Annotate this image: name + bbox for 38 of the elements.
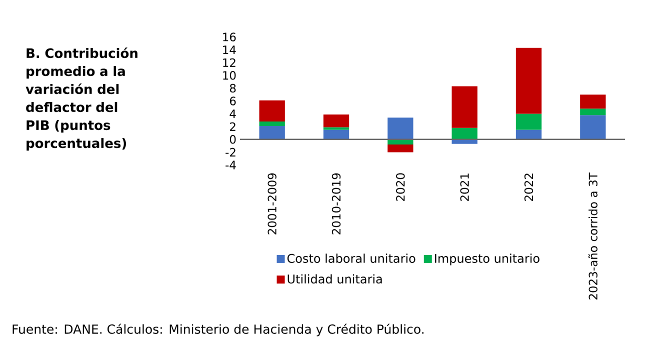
legend-label: Utilidad unitaria bbox=[288, 274, 382, 284]
x-tick-label: 2023-año corrido a 3T bbox=[588, 172, 598, 300]
y-tick-label: 4 bbox=[230, 110, 236, 118]
y-tick-label: 8 bbox=[230, 84, 236, 93]
bar bbox=[259, 100, 285, 122]
bar bbox=[516, 130, 542, 140]
bar bbox=[388, 118, 414, 140]
bar bbox=[323, 127, 350, 130]
y-tick-label: 10 bbox=[223, 71, 236, 80]
y-tick-label: -4 bbox=[226, 160, 236, 170]
bar bbox=[388, 144, 414, 152]
y-tick-label: 2 bbox=[230, 122, 236, 131]
legend-label: Impuesto unitario bbox=[435, 254, 540, 266]
y-tick-label: -2 bbox=[226, 148, 236, 156]
bar bbox=[452, 86, 478, 128]
x-tick-label: 2020 bbox=[396, 173, 405, 201]
bar bbox=[580, 115, 606, 140]
bar bbox=[516, 48, 542, 114]
y-tick-label: 16 bbox=[223, 32, 236, 42]
source-note: Fuente: DANE. Cálculos: Ministerio de Hacienda y Crédito Público. bbox=[12, 324, 424, 336]
bar bbox=[259, 126, 285, 140]
bar bbox=[323, 114, 350, 128]
text: B. Contribución promedio a la variación del deflactor del PIB (puntos porcentuales) bbox=[26, 48, 138, 151]
y-tick-label: 12 bbox=[223, 58, 236, 67]
bar bbox=[323, 130, 350, 140]
x-tick-label: 2001-2009 bbox=[268, 173, 276, 234]
x-tick-label: 2021 bbox=[460, 174, 469, 201]
bar bbox=[580, 94, 606, 109]
bar bbox=[516, 114, 542, 130]
legend-label: Costo laboral unitario bbox=[287, 254, 416, 263]
x-tick-label: 2010-2019 bbox=[332, 173, 341, 234]
bar bbox=[452, 128, 478, 140]
y-tick-label: 6 bbox=[230, 96, 236, 106]
y-tick-label: 0 bbox=[230, 135, 236, 144]
y-tick-label: 14 bbox=[223, 46, 236, 54]
bar bbox=[580, 108, 606, 116]
x-tick-label: 2022 bbox=[524, 174, 534, 201]
bar bbox=[259, 121, 285, 126]
